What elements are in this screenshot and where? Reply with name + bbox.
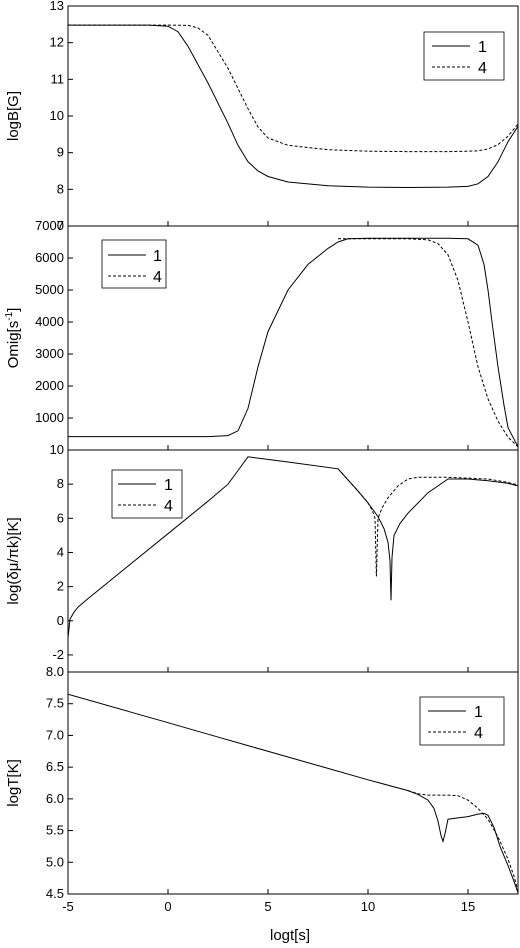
y-tick-label: 13 — [50, 0, 64, 13]
y-tick-label: 7000 — [35, 218, 64, 233]
y-tick-label: 3000 — [35, 346, 64, 361]
x-tick-label: 10 — [361, 899, 375, 914]
legend-label: 4 — [478, 60, 487, 77]
panel-logB: 7 8 9 10 11 12 13 logB[G] 1 4 — [5, 0, 519, 233]
series-line-1-solid — [68, 456, 518, 638]
y-tick-label: 6.0 — [46, 791, 64, 806]
panel-logT-ylabel: logT[K] — [5, 759, 22, 807]
panel-logT-plot: 4.5 5.0 5.5 6.0 6.5 7.0 7.5 8.0 -5 0 5 10 15 — [46, 664, 518, 914]
y-tick-label: 4.5 — [46, 886, 64, 901]
y-tick-label: 6000 — [35, 250, 64, 265]
x-tick-label: 5 — [264, 899, 271, 914]
series-line-1-solid — [68, 693, 518, 893]
y-tick-label: 10 — [50, 108, 64, 123]
y-tick-label: 4000 — [35, 314, 64, 329]
panel-logB-legend: 1 4 — [423, 31, 505, 81]
legend-box — [101, 239, 167, 289]
y-tick-label: 5000 — [35, 282, 64, 297]
ylabel-text: Omig[s — [5, 321, 22, 369]
legend-label: 4 — [164, 498, 173, 515]
y-tick-label: 0 — [57, 613, 64, 628]
legend-box — [423, 31, 505, 81]
legend-label: 1 — [474, 704, 483, 721]
series-line-4-dashed — [337, 468, 518, 577]
y-tick-label: 12 — [50, 35, 64, 50]
series-line-4-dashed — [338, 238, 518, 448]
x-axis-title: logt[s] — [270, 927, 310, 944]
panel-omig-legend: 1 4 — [101, 239, 167, 289]
x-tick-label: 0 — [164, 899, 171, 914]
legend-label: 4 — [153, 269, 162, 286]
y-tick-label: 5.0 — [46, 854, 64, 869]
y-tick-label: 8.0 — [46, 664, 64, 679]
panel-delta-mu: -2 0 2 4 6 8 10 log(δμ/πk)[K] 1 4 — [5, 442, 519, 673]
y-tick-label: 7 — [57, 218, 64, 233]
series-line-1-solid — [68, 24, 518, 189]
legend-box — [419, 696, 505, 746]
y-tick-label: 2 — [57, 579, 64, 594]
ylabel-superscript: -1 — [4, 311, 15, 320]
panel-omig-ylabel: Omig[s-1] — [4, 308, 22, 369]
legend-box — [111, 469, 183, 519]
y-tick-label: 2000 — [35, 378, 64, 393]
panel-delta-mu-ylabel: log(δμ/πk)[K] — [5, 517, 22, 604]
y-tick-label: 8 — [57, 181, 64, 196]
y-tick-label: 7.5 — [46, 696, 64, 711]
y-tick-label: 8 — [57, 476, 64, 491]
y-tick-label: 11 — [51, 71, 65, 86]
y-tick-label: 6.5 — [46, 759, 64, 774]
y-tick-label: 5.5 — [46, 823, 64, 838]
panel-delta-mu-legend: 1 4 — [111, 469, 183, 519]
legend-label: 4 — [474, 725, 483, 742]
y-tick-label: 1000 — [35, 410, 64, 425]
ylabel-bracket: ] — [5, 308, 22, 312]
series-line-4-dashed — [68, 24, 518, 153]
legend-label: 1 — [164, 477, 173, 494]
y-tick-label: 6 — [57, 510, 64, 525]
x-tick-label: -5 — [62, 899, 74, 914]
legend-label: 1 — [153, 248, 162, 265]
panel-delta-mu-plot: -2 0 2 4 6 8 10 — [50, 442, 518, 672]
y-tick-label: 4 — [57, 544, 64, 559]
y-tick-label: -2 — [52, 647, 64, 662]
x-tick-label: 15 — [461, 899, 475, 914]
panel-logT-legend: 1 4 — [419, 696, 505, 746]
panel-logB-ylabel: logB[G] — [5, 91, 22, 141]
panel-logT: 4.5 5.0 5.5 6.0 6.5 7.0 7.5 8.0 -5 0 5 10 15 logT[K]… — [5, 664, 519, 944]
y-tick-label: 10 — [50, 442, 64, 457]
y-tick-label: 7.0 — [46, 727, 64, 742]
series-line-4-dashed — [407, 790, 518, 891]
y-tick-label: 9 — [57, 145, 64, 160]
legend-label: 1 — [478, 39, 487, 56]
panel-omig: 1000 2000 3000 4000 5000 6000 7000 Omig[s-1] 1… — [4, 218, 519, 451]
panel-omig-plot: 1000 2000 3000 4000 5000 6000 7000 — [35, 218, 518, 450]
panel-logT-frame — [67, 671, 519, 895]
